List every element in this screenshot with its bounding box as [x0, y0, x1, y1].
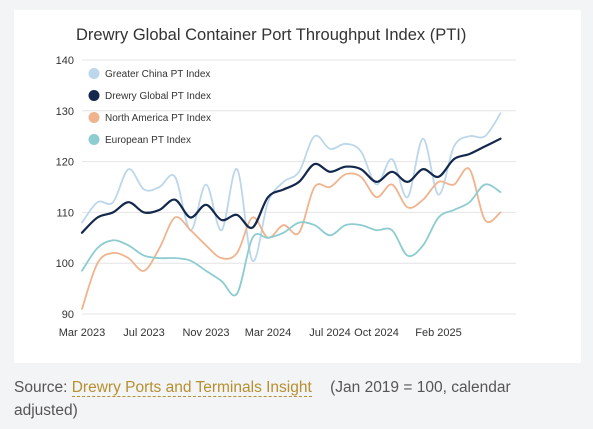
x-tick-label: Jul 2024: [309, 327, 351, 339]
series-line-drewry-global-pt-index[interactable]: [80, 137, 502, 234]
source-prefix: Source:: [14, 379, 68, 396]
y-tick-label: 90: [62, 309, 74, 321]
source-note: Source: Drewry Ports and Terminals Insig…: [14, 376, 574, 422]
series-line-greater-china-pt-index[interactable]: [81, 112, 502, 262]
x-tick-label: Mar 2024: [245, 327, 291, 339]
x-tick-label: Jul 2023: [123, 327, 165, 339]
x-tick-label: Nov 2023: [182, 327, 229, 339]
y-tick-label: 110: [56, 207, 74, 219]
series-line-north-america-pt-index[interactable]: [81, 167, 502, 310]
legend-label[interactable]: Drewry Global PT Index: [105, 91, 211, 102]
legend-label[interactable]: North America PT Index: [105, 113, 211, 124]
index-base-note: (Jan 2019 = 100, calendar adjusted): [14, 379, 511, 419]
legend-label[interactable]: European PT Index: [105, 135, 191, 146]
y-tick-label: 120: [56, 157, 74, 169]
y-tick-label: 130: [56, 106, 74, 118]
legend-label[interactable]: Greater China PT Index: [105, 69, 210, 80]
x-axis-ticks: Mar 2023 Jul 2023 Nov 2023 Mar 2024 Jul 2024…: [59, 327, 462, 339]
legend-swatch: [88, 90, 100, 101]
port-throughput-line-chart: Drewry Global Container Port Throughput …: [56, 26, 516, 339]
legend-swatch: [88, 134, 100, 145]
y-tick-label: 100: [56, 258, 74, 270]
series-line-european-pt-index[interactable]: [81, 183, 502, 297]
x-tick-label: Mar 2023: [59, 327, 105, 339]
legend-swatch: [88, 68, 100, 79]
series-layer: [80, 112, 502, 310]
x-tick-label: Feb 2025: [415, 327, 461, 339]
y-tick-label: 140: [56, 55, 74, 67]
source-link[interactable]: Drewry Ports and Terminals Insight: [71, 379, 312, 397]
legend-swatch: [88, 112, 100, 123]
y-axis-ticks: 90 100 110 120 130 140: [56, 55, 74, 321]
chart-card: Drewry Global Container Port Throughput …: [14, 10, 581, 363]
chart-title: Drewry Global Container Port Throughput …: [76, 26, 466, 44]
x-tick-label: Oct 2024: [354, 327, 399, 339]
legend: Greater China PT Index Drewry Global PT I…: [88, 68, 211, 146]
